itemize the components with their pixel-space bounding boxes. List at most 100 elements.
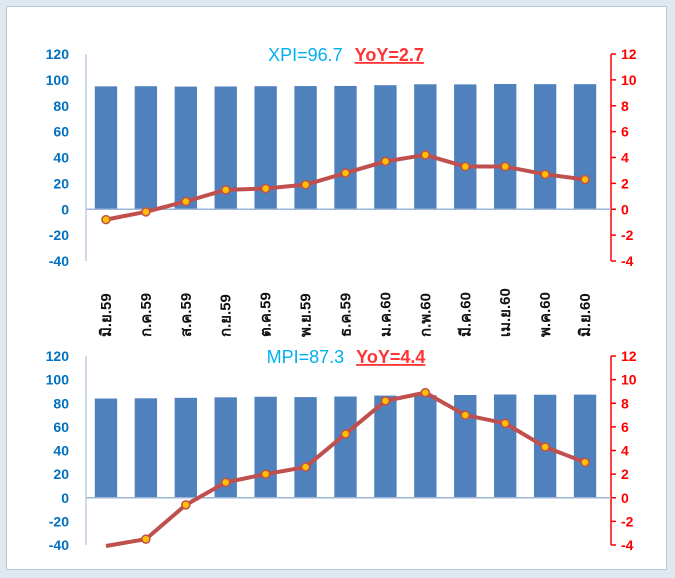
left-tick-label: -20 bbox=[49, 227, 69, 243]
yoy-point bbox=[540, 169, 550, 180]
category-label: มิ.ย.59 bbox=[97, 293, 115, 337]
bar bbox=[174, 86, 197, 210]
bar bbox=[214, 397, 237, 498]
category-label: มี.ค.60 bbox=[457, 292, 474, 337]
title-index: MPI=87.3 bbox=[267, 347, 345, 367]
left-tick-label: 80 bbox=[53, 395, 69, 411]
right-tick-label: 2 bbox=[621, 466, 629, 482]
bar bbox=[214, 86, 237, 210]
chart-1: 120100806040200-20-40121086420-2-4XPI=96… bbox=[46, 45, 637, 337]
chart-title: MPI=87.3 YoY=4.4 bbox=[267, 347, 426, 367]
left-tick-label: 0 bbox=[61, 201, 69, 217]
yoy-point bbox=[141, 207, 151, 217]
right-tick-label: -2 bbox=[621, 513, 634, 529]
bar bbox=[294, 397, 317, 498]
left-tick-label: -40 bbox=[49, 537, 69, 553]
right-tick-label: -2 bbox=[621, 227, 634, 243]
yoy-point bbox=[300, 179, 311, 190]
bar bbox=[94, 86, 118, 210]
chart-2: 120100806040200-20-40121086420-2-4MPI=87… bbox=[46, 347, 637, 553]
bar bbox=[294, 86, 317, 210]
category-label: ก.พ.60 bbox=[417, 293, 434, 337]
yoy-point bbox=[460, 161, 471, 172]
category-label: มิ.ย.60 bbox=[576, 293, 594, 337]
left-tick-label: 40 bbox=[53, 443, 69, 459]
right-tick-label: 4 bbox=[621, 150, 629, 166]
left-tick-label: 60 bbox=[53, 419, 69, 435]
category-label: ส.ค.59 bbox=[178, 293, 195, 337]
left-tick-label: 120 bbox=[46, 46, 70, 62]
yoy-point bbox=[380, 156, 391, 167]
title-index: XPI=96.7 bbox=[268, 45, 343, 65]
category-label: พ.ค.60 bbox=[537, 292, 554, 337]
bar bbox=[374, 395, 397, 498]
category-label: ก.ย.59 bbox=[218, 294, 235, 337]
left-tick-label: 20 bbox=[53, 175, 69, 191]
bar bbox=[533, 84, 557, 210]
right-tick-label: 12 bbox=[621, 46, 637, 62]
bar bbox=[414, 395, 437, 498]
left-tick-label: 20 bbox=[53, 466, 69, 482]
left-tick-label: 60 bbox=[53, 124, 69, 140]
yoy-point bbox=[260, 469, 271, 479]
bar bbox=[573, 84, 597, 210]
yoy-point bbox=[300, 462, 311, 472]
title-yoy: YoY=2.7 bbox=[355, 45, 424, 65]
left-tick-label: -20 bbox=[49, 513, 69, 529]
yoy-point bbox=[181, 196, 191, 207]
yoy-point bbox=[580, 457, 590, 468]
right-tick-label: 6 bbox=[621, 419, 629, 435]
bar bbox=[454, 84, 477, 210]
yoy-point bbox=[141, 534, 151, 544]
yoy-point bbox=[580, 174, 590, 185]
chart-frame: 120 100 80 60 40 20 0 -20 -40 12 10 8 6 4 2 0 -2 -4 XPI=96… bbox=[6, 6, 667, 570]
bar bbox=[334, 396, 357, 498]
yoy-point bbox=[220, 477, 231, 488]
right-tick-label: 12 bbox=[621, 348, 637, 364]
left-tick-label: 40 bbox=[53, 150, 69, 166]
yoy-point bbox=[540, 442, 550, 452]
right-tick-label: 10 bbox=[621, 72, 637, 88]
yoy-point bbox=[380, 396, 391, 406]
left-tick-label: 100 bbox=[46, 72, 70, 88]
bar bbox=[134, 398, 158, 498]
title-yoy: YoY=4.4 bbox=[356, 347, 425, 367]
yoy-point bbox=[101, 214, 111, 225]
category-label: พ.ย.59 bbox=[298, 293, 315, 337]
category-label: ต.ค.59 bbox=[258, 292, 275, 337]
category-label: ม.ค.60 bbox=[377, 292, 394, 337]
right-tick-label: 8 bbox=[621, 98, 629, 114]
category-label: ก.ค.59 bbox=[138, 293, 155, 337]
right-tick-label: 0 bbox=[621, 201, 629, 217]
right-tick-label: 4 bbox=[621, 443, 629, 459]
yoy-point bbox=[420, 387, 431, 398]
yoy-point bbox=[500, 161, 510, 172]
yoy-point bbox=[420, 150, 431, 160]
yoy-point bbox=[460, 410, 471, 420]
right-tick-label: 2 bbox=[621, 175, 629, 191]
right-tick-label: -4 bbox=[621, 253, 634, 269]
bar bbox=[494, 84, 517, 210]
yoy-point bbox=[340, 429, 351, 439]
bar bbox=[334, 85, 357, 210]
left-tick-label: 100 bbox=[46, 372, 70, 388]
bar bbox=[573, 394, 597, 498]
bar bbox=[94, 398, 118, 498]
category-label: เม.ย.60 bbox=[497, 288, 514, 337]
yoy-point bbox=[220, 185, 231, 195]
yoy-point bbox=[260, 183, 271, 194]
left-tick-label: 80 bbox=[53, 98, 69, 114]
left-tick-label: 120 bbox=[46, 348, 70, 364]
bar bbox=[374, 85, 397, 210]
right-tick-label: 10 bbox=[621, 372, 637, 388]
left-tick-label: 0 bbox=[61, 490, 69, 506]
bar bbox=[414, 84, 437, 210]
charts-canvas: 120100806040200-20-40121086420-2-4XPI=96… bbox=[46, 45, 637, 553]
right-tick-label: -4 bbox=[621, 537, 634, 553]
bar bbox=[254, 86, 277, 210]
chart-title: XPI=96.7 YoY=2.7 bbox=[268, 45, 424, 65]
bar bbox=[454, 394, 477, 498]
bar bbox=[254, 396, 277, 498]
left-tick-label: -40 bbox=[49, 253, 69, 269]
bar bbox=[494, 394, 517, 498]
